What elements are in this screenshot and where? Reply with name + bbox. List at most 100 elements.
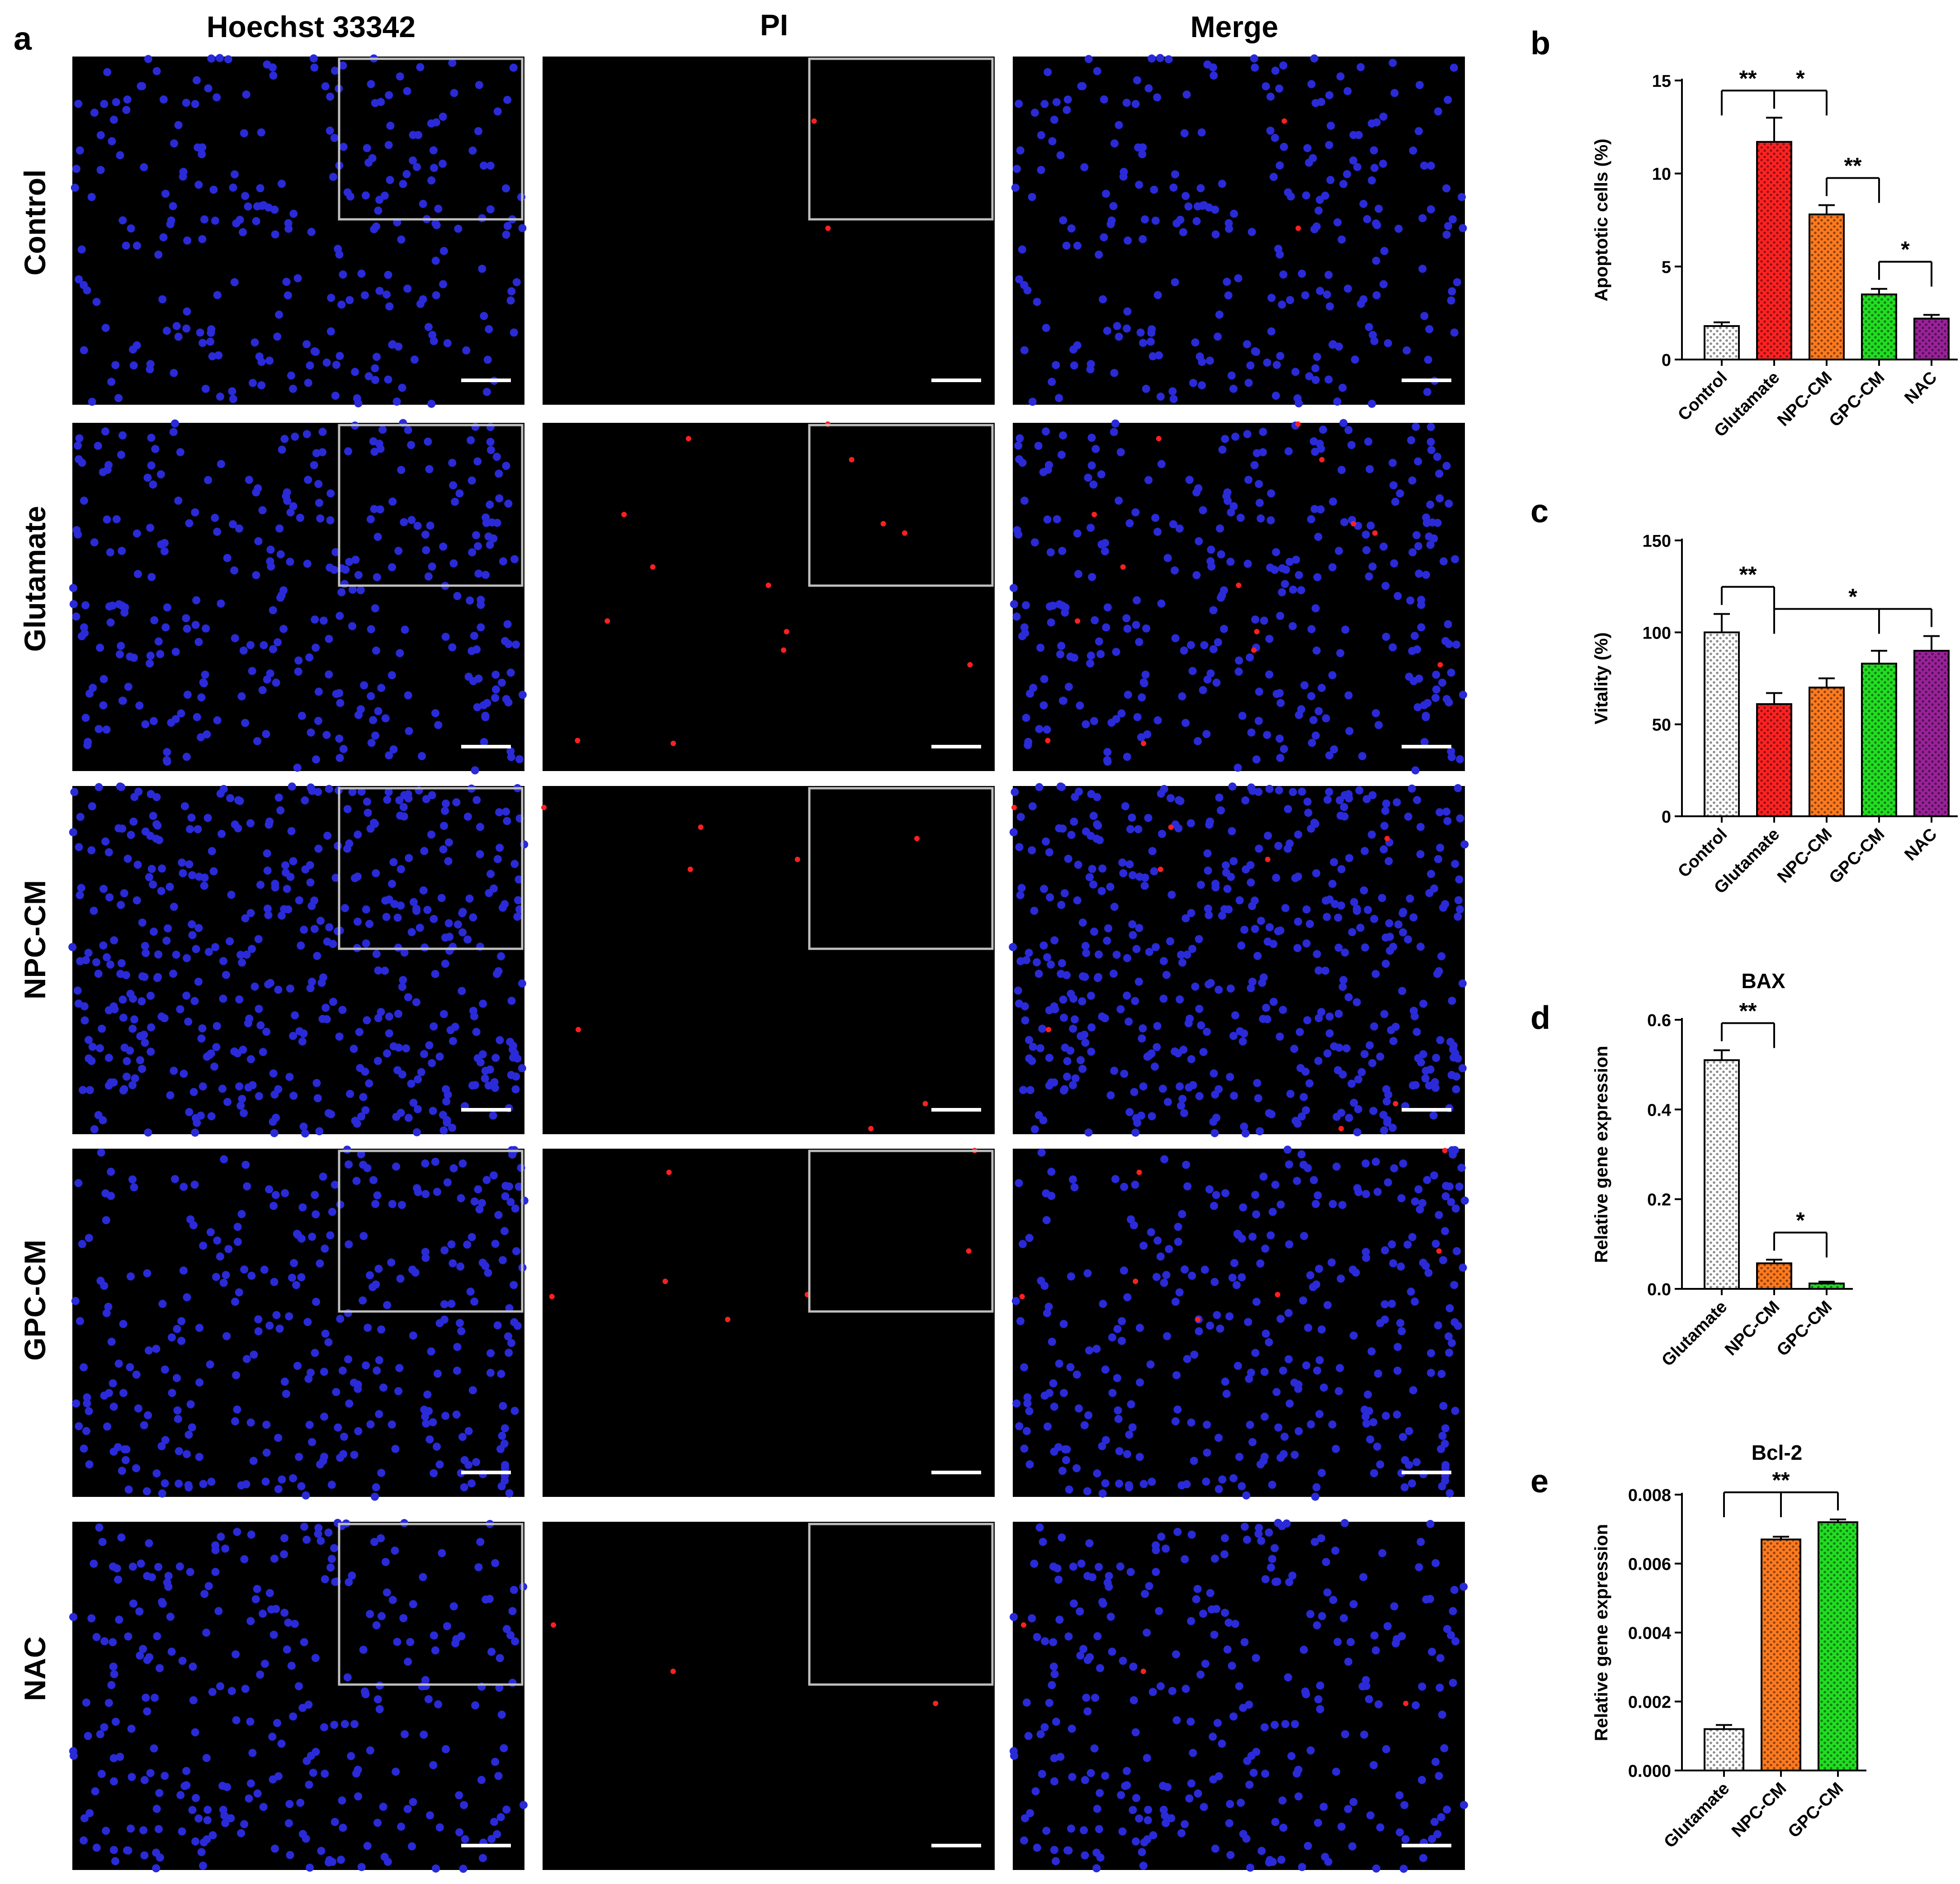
nucleus-dot — [1022, 601, 1030, 610]
nucleus-dot — [314, 1524, 323, 1532]
nucleus-dot — [1204, 904, 1212, 913]
nucleus-dot — [198, 339, 207, 347]
nucleus-dot — [1125, 519, 1134, 528]
nucleus-dot — [1188, 1272, 1196, 1280]
nucleus-dot — [459, 1865, 468, 1873]
nucleus-dot — [1256, 1127, 1264, 1136]
nucleus-dot — [350, 1720, 359, 1728]
nucleus-dot — [490, 1078, 499, 1086]
nucleus-dot — [204, 947, 213, 956]
nucleus-dot — [1368, 399, 1376, 408]
nucleus-dot — [1348, 1842, 1357, 1851]
nucleus-dot — [1155, 351, 1163, 360]
nucleus-dot — [498, 904, 507, 912]
nucleus-dot — [1314, 1056, 1322, 1065]
nucleus-dot — [1344, 284, 1352, 293]
nucleus-dot — [163, 1578, 171, 1587]
nucleus-dot — [123, 1057, 131, 1065]
nucleus-dot — [1313, 950, 1321, 958]
nucleus-dot — [439, 542, 448, 551]
nucleus-dot — [1400, 1801, 1409, 1809]
nucleus-dot — [1270, 566, 1279, 574]
nucleus-dot — [1028, 1614, 1036, 1623]
nucleus-dot — [297, 1482, 306, 1491]
nucleus-dot — [143, 473, 152, 482]
nucleus-dot — [230, 278, 239, 287]
nucleus-dot — [238, 228, 247, 237]
nucleus-dot — [244, 202, 252, 211]
nucleus-dot — [87, 193, 96, 201]
nucleus-dot — [502, 807, 510, 816]
nucleus-dot — [373, 1818, 382, 1827]
pi-positive-cluster — [1281, 118, 1301, 231]
nucleus-dot — [1394, 920, 1403, 929]
pi-dot — [1251, 647, 1257, 653]
nucleus-dot — [1247, 1368, 1255, 1377]
nucleus-dot — [1101, 1365, 1110, 1374]
nucleus-dot — [1235, 1682, 1243, 1690]
nucleus-dot — [1297, 705, 1305, 714]
scale-bar — [461, 1844, 511, 1847]
nucleus-dot — [339, 1823, 347, 1832]
nucleus-dot — [161, 1365, 169, 1374]
nucleus-dot — [447, 1300, 456, 1308]
nucleus-dot — [1317, 445, 1325, 453]
nucleus-dot — [496, 1813, 505, 1822]
nucleus-dot — [353, 872, 362, 881]
nucleus-dot — [123, 854, 132, 863]
nucleus-dot — [228, 520, 237, 529]
nucleus-dot — [1137, 1111, 1146, 1120]
nucleus-dot — [1135, 872, 1144, 881]
nucleus-dot — [276, 806, 285, 814]
nucleus-dot — [1020, 1814, 1029, 1822]
nucleus-dot — [185, 519, 194, 528]
nucleus-dot — [475, 80, 483, 89]
nucleus-dot — [195, 1453, 203, 1461]
nucleus-dot — [1403, 1240, 1412, 1249]
nucleus-dot — [198, 1861, 207, 1870]
nucleus-dot — [377, 1534, 385, 1543]
nucleus-dot — [1231, 1619, 1240, 1628]
nucleus-dot — [1078, 997, 1086, 1006]
nucleus-dot — [1291, 1117, 1300, 1125]
nucleus-dot — [118, 995, 127, 1004]
nucleus-dot — [1389, 1259, 1398, 1268]
nucleus-dot — [1365, 465, 1374, 473]
nucleus-dot — [269, 1775, 277, 1784]
pi-positive-cluster — [1019, 1148, 1448, 1322]
nucleus-dot — [1149, 1831, 1157, 1840]
nucleus-dot — [1040, 99, 1049, 108]
nucleus-dot — [211, 514, 219, 522]
nucleus-dot — [1259, 448, 1267, 456]
nucleus-dot — [387, 880, 396, 888]
nucleus-dot — [1253, 951, 1262, 960]
nucleus-dot — [302, 1535, 311, 1544]
nucleus-dot — [1426, 500, 1435, 509]
nucleus-dot — [1344, 691, 1353, 700]
nucleus-dot — [1372, 118, 1381, 127]
nucleus-dot — [501, 1192, 510, 1201]
nucleus-dot — [373, 573, 381, 582]
nucleus-dot — [387, 1420, 396, 1429]
nucleus-dot — [1459, 1264, 1467, 1272]
nucleus-dot — [141, 720, 150, 729]
nucleus-dot — [1034, 970, 1043, 978]
nucleus-dot — [383, 1857, 392, 1866]
nucleus-dot — [222, 1271, 230, 1279]
nucleus-dot — [199, 678, 208, 686]
nucleus-dot — [430, 164, 439, 172]
nucleus-dot — [1086, 659, 1095, 668]
nucleus-dot — [496, 1445, 505, 1453]
nucleus-dot — [506, 1198, 515, 1206]
nucleus-dot — [143, 1707, 151, 1716]
nucleus-dot — [1110, 369, 1119, 377]
significance-label: * — [1796, 66, 1805, 91]
nucleus-dot — [72, 165, 80, 173]
nucleus-dot — [1259, 428, 1267, 436]
nucleus-dot — [1012, 612, 1021, 621]
nucleus-dot — [213, 527, 222, 536]
nucleus-dot — [282, 278, 291, 286]
nucleus-dot — [1128, 813, 1136, 822]
nucleus-dot — [399, 180, 407, 188]
nucleus-dot — [1246, 861, 1255, 870]
